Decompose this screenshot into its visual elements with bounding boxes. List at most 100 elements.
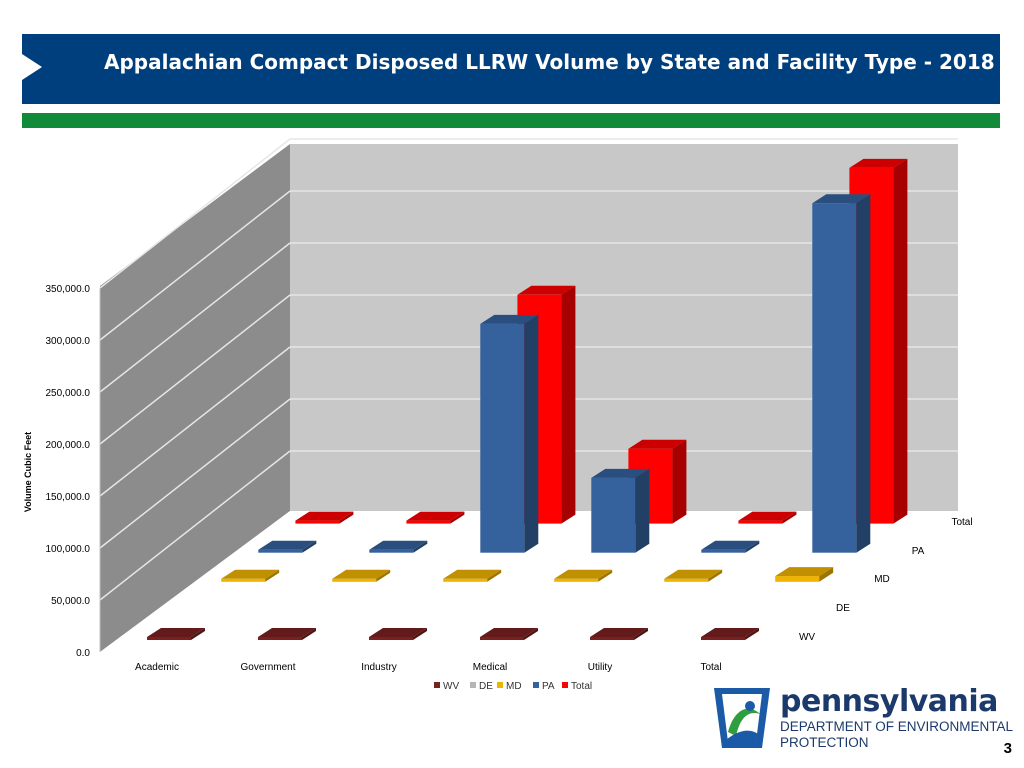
- chart-depth-labels: WV DE MD PA Total: [799, 517, 973, 643]
- bar-front: [369, 549, 414, 553]
- y-tick-label: 350,000.0: [46, 284, 91, 295]
- bar-pa: [258, 540, 317, 553]
- slide-title: Appalachian Compact Disposed LLRW Volume…: [104, 50, 995, 74]
- page-number: 3: [1003, 740, 1012, 757]
- depth-label: Total: [951, 517, 972, 528]
- bar-side: [450, 511, 465, 524]
- bar-pa: [701, 540, 760, 553]
- bar-side: [635, 468, 650, 553]
- gridline-side: [99, 450, 291, 601]
- bar-side: [745, 540, 760, 553]
- bar-front: [738, 520, 783, 524]
- gridline-side: [99, 138, 291, 289]
- bar-front: [591, 477, 636, 553]
- bar-front: [590, 637, 634, 640]
- bar-front: [369, 637, 413, 640]
- bar-side: [376, 569, 391, 582]
- bar-front: [554, 578, 599, 582]
- bar-md: [775, 567, 834, 582]
- bar-md: [332, 569, 391, 582]
- bar-wv: [480, 628, 538, 640]
- bar-total: [738, 511, 797, 524]
- depth-label: MD: [874, 574, 890, 585]
- y-tick-label: 150,000.0: [46, 492, 91, 503]
- bar-top: [369, 540, 428, 550]
- logo-wordmark: pennsylvania: [780, 684, 998, 719]
- x-tick-label: Academic: [135, 662, 179, 673]
- bar-total: [295, 511, 354, 524]
- bar-side: [302, 628, 316, 640]
- gridline-side: [99, 242, 291, 393]
- bar-front: [443, 578, 488, 582]
- x-tick-label: Utility: [588, 662, 612, 673]
- bar-wv: [369, 628, 427, 640]
- bar-md: [664, 569, 723, 582]
- bar-pa: [812, 194, 871, 553]
- y-axis-title: Volume Cubic Feet: [23, 432, 33, 512]
- bar-pa: [369, 540, 428, 553]
- x-tick-label: Medical: [473, 662, 507, 673]
- bar-side: [893, 158, 908, 524]
- bar-front: [147, 637, 191, 640]
- bar-pa: [591, 468, 650, 553]
- bar-wv: [590, 628, 648, 640]
- bar-front: [701, 549, 746, 553]
- chart-bars: [147, 158, 908, 640]
- y-tick-label: 300,000.0: [46, 336, 91, 347]
- bar-side: [782, 511, 797, 524]
- legend-label: MD: [506, 681, 522, 692]
- bar-front: [664, 578, 709, 582]
- legend-swatch: [497, 682, 503, 688]
- side-wall: [100, 144, 290, 652]
- title-arrow-icon: [22, 54, 42, 80]
- bar-top: [738, 511, 797, 521]
- bar-wv: [701, 628, 759, 640]
- bar-top: [443, 569, 502, 579]
- bar-top: [590, 628, 648, 637]
- bar-top: [775, 567, 834, 577]
- bar-top: [554, 569, 613, 579]
- legend-label: Total: [571, 681, 592, 692]
- depth-label: WV: [799, 632, 815, 643]
- bar-front: [258, 637, 302, 640]
- chart-axis-labels: 0.0 50,000.0 100,000.0 150,000.0 200,000.0 25…: [23, 284, 722, 673]
- bar-front: [480, 323, 525, 553]
- legend-label: PA: [542, 681, 555, 692]
- bar-top: [147, 628, 205, 637]
- bar-front: [775, 576, 820, 582]
- bar-top: [295, 511, 354, 521]
- y-tick-label: 250,000.0: [46, 388, 91, 399]
- bar-top: [701, 540, 760, 550]
- logo-protection: PROTECTION: [780, 735, 869, 750]
- bar-side: [672, 439, 687, 524]
- x-tick-label: Total: [700, 662, 721, 673]
- bar-side: [339, 511, 354, 524]
- bar-top: [517, 285, 576, 295]
- y-tick-label: 0.0: [76, 648, 90, 659]
- bar-top: [369, 628, 427, 637]
- bar-side: [819, 567, 834, 582]
- bar-top: [628, 439, 687, 449]
- legend-label: WV: [443, 681, 459, 692]
- bar-top: [812, 194, 871, 204]
- bar-side: [634, 628, 648, 640]
- bar-top: [332, 569, 391, 579]
- bar-top: [480, 628, 538, 637]
- y-tick-label: 200,000.0: [46, 440, 91, 451]
- x-tick-label: Government: [240, 662, 295, 673]
- bar-side: [413, 628, 427, 640]
- bar-side: [524, 314, 539, 553]
- bar-top: [701, 628, 759, 637]
- bar-front: [701, 637, 745, 640]
- bar-side: [265, 569, 280, 582]
- bar-side: [745, 628, 759, 640]
- bar-total: [406, 511, 465, 524]
- bar-front: [480, 637, 524, 640]
- bar-top: [849, 158, 908, 168]
- gridline-side: [99, 398, 291, 549]
- legend-label: DE: [479, 681, 493, 692]
- bar-top: [258, 540, 317, 550]
- bar-side: [856, 194, 871, 553]
- bar-front: [295, 520, 340, 524]
